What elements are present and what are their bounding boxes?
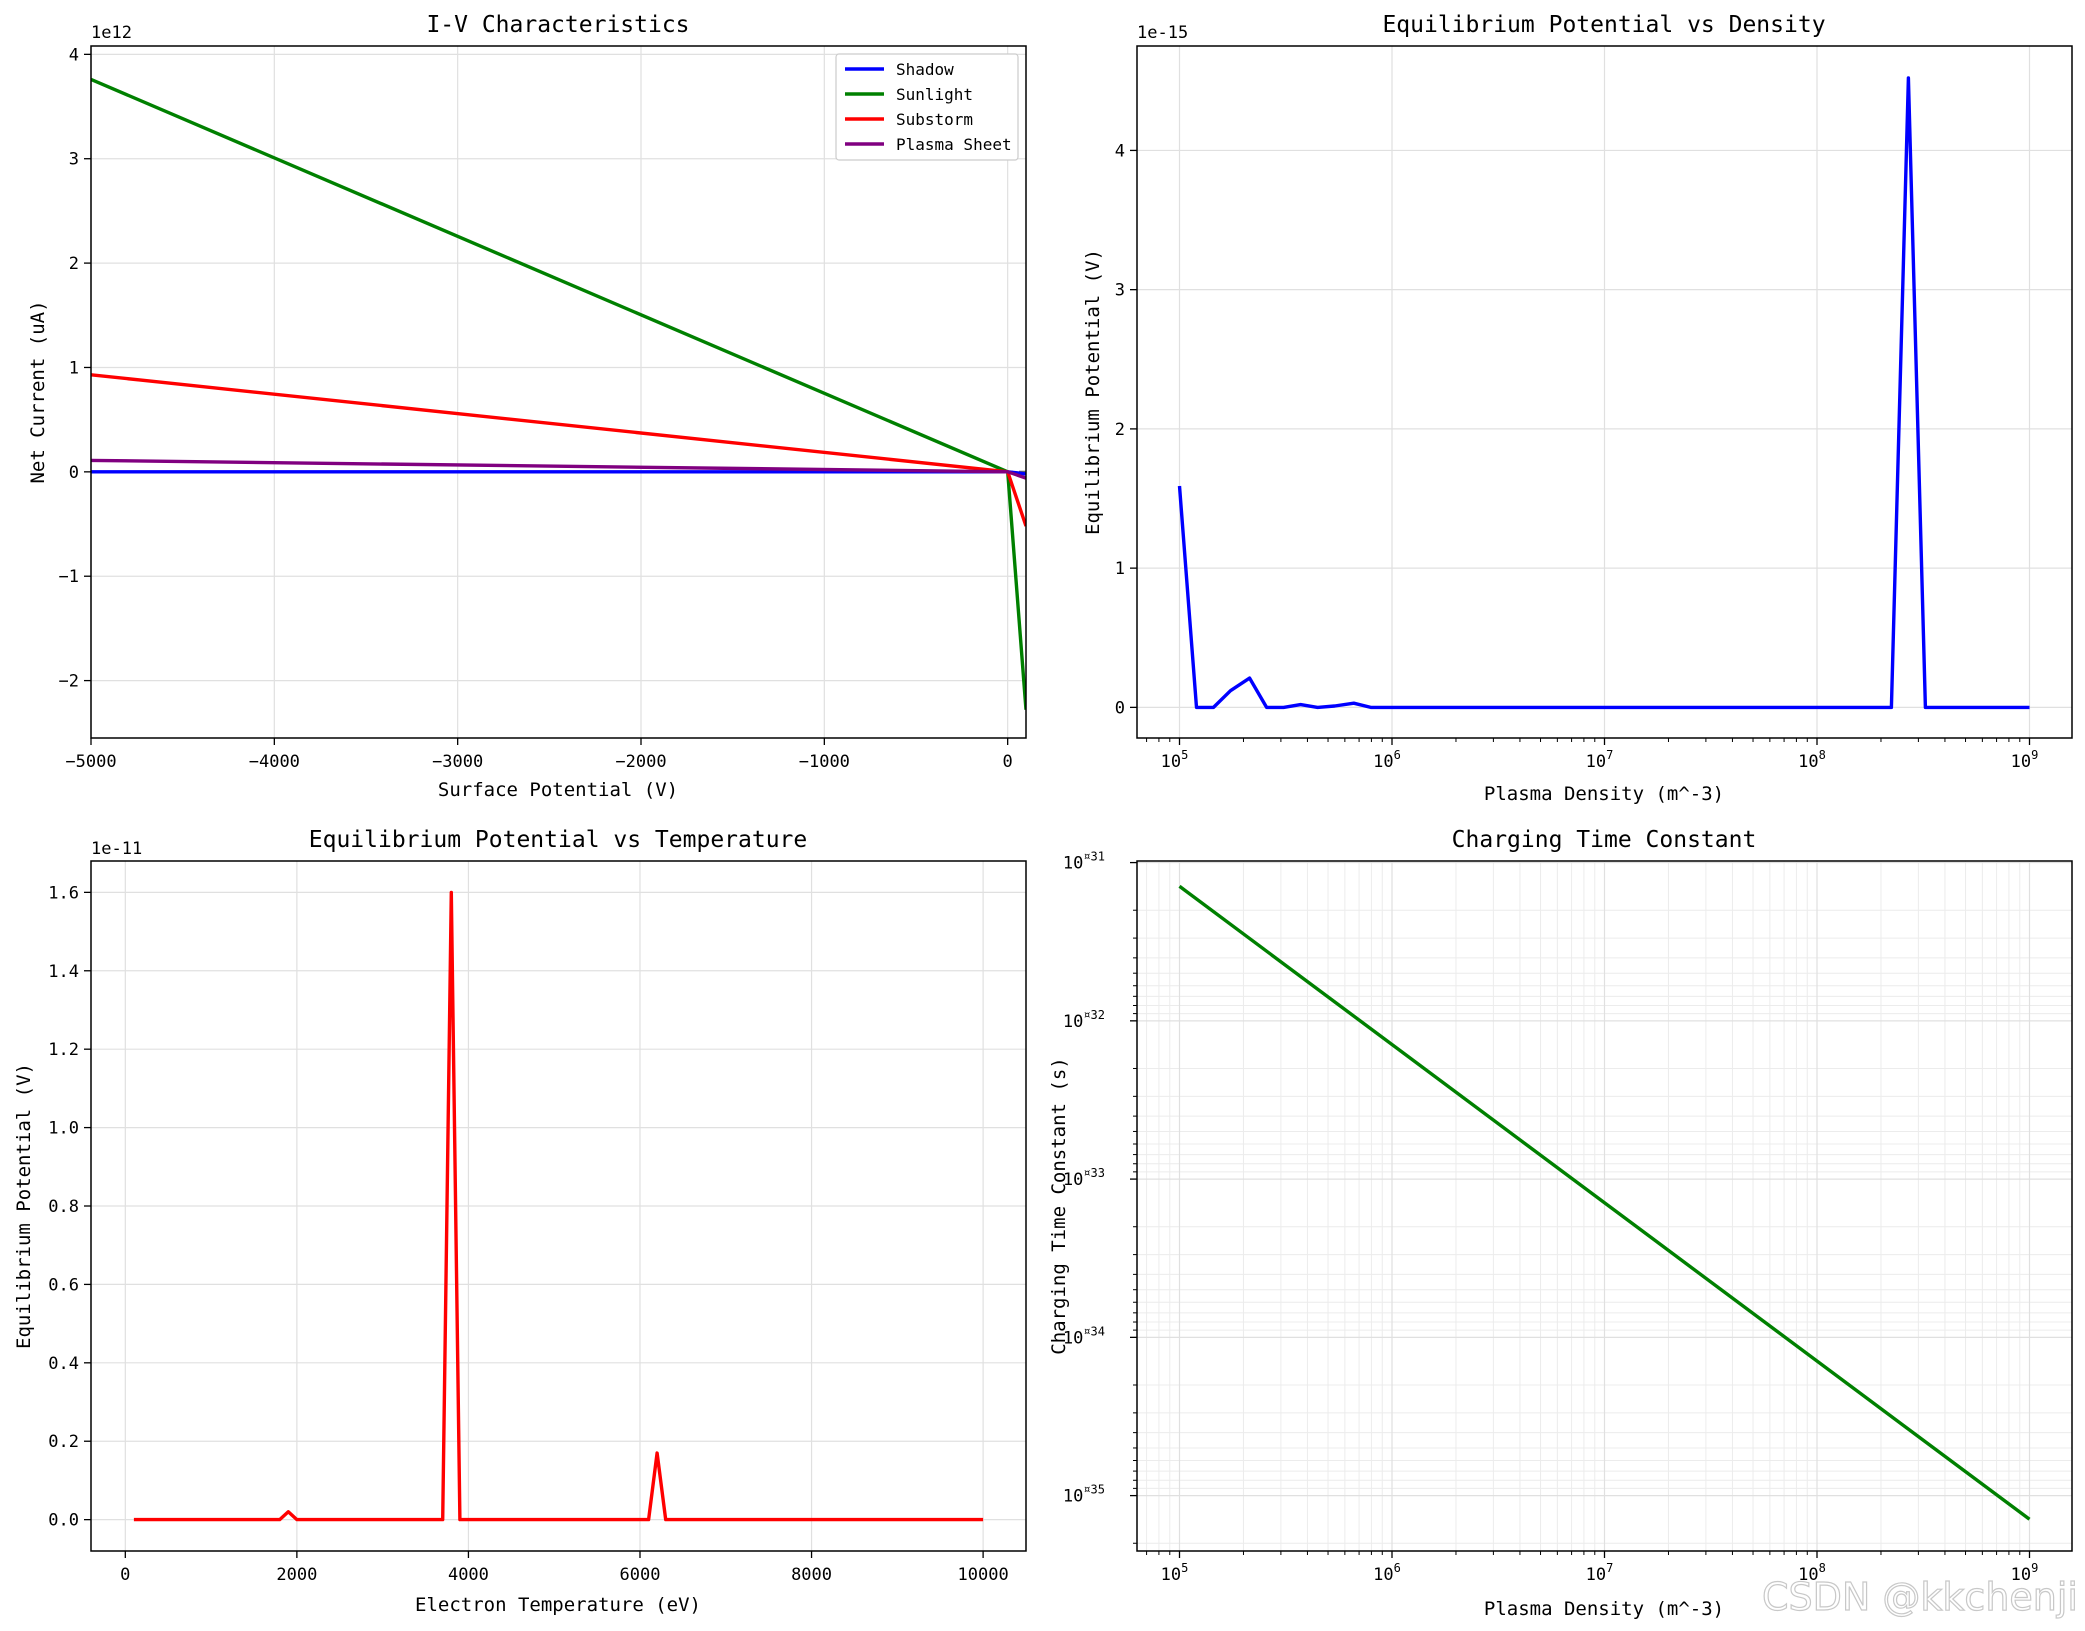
- panel-iv: −5000 −4000 −3000 −2000 −1000 0 −2 −1 0 1 2 3 4 I-V …: [27, 12, 1027, 801]
- y-tick-label: 10¤34: [1063, 1324, 1105, 1348]
- y-tick-label: 10¤32: [1063, 1008, 1105, 1032]
- chart-title: Equilibrium Potential vs Density: [1382, 12, 1825, 38]
- x-tick-label: 106: [1373, 748, 1401, 772]
- series-line-shadow: [91, 470, 1026, 476]
- y-axis-label: Equilibrium Potential (V): [1082, 249, 1104, 535]
- series-line-tau: [1178, 884, 2031, 1521]
- y-axis-label: Equilibrium Potential (V): [13, 1063, 35, 1349]
- x-axis-label: Plasma Density (m^-3): [1484, 1598, 1724, 1620]
- panel-temperature: 0 2000 4000 6000 8000 10000 0.0 0.2 0.4 0.6 0.8 1.0…: [13, 827, 1027, 1616]
- x-tick-label: 0: [1003, 752, 1013, 772]
- series-line-density: [1177, 76, 2030, 710]
- series-line-sunlight: [91, 77, 1026, 710]
- y-tick-label: 3: [1115, 281, 1125, 301]
- x-tick-label: 8000: [791, 1565, 832, 1585]
- chart-title: Equilibrium Potential vs Temperature: [309, 827, 808, 853]
- x-axis-label: Plasma Density (m^-3): [1484, 783, 1724, 805]
- y-tick-label: −2: [59, 672, 79, 692]
- y-tick-label: 0.6: [48, 1275, 79, 1295]
- y-offset-label: 1e-11: [91, 839, 142, 859]
- y-tick-label: 0: [1115, 698, 1125, 718]
- legend-label-shadow: Shadow: [896, 60, 954, 79]
- y-tick-label: 1: [1115, 559, 1125, 579]
- x-axis-label: Electron Temperature (eV): [415, 1594, 701, 1616]
- series-line-plasma-sheet: [91, 458, 1026, 480]
- y-tick-label: 0: [69, 463, 79, 483]
- x-tick-label: −2000: [615, 752, 666, 772]
- y-tick-label: 10¤35: [1063, 1483, 1105, 1507]
- legend: Shadow Sunlight Substorm Plasma Sheet: [835, 53, 1019, 161]
- x-tick-label: −1000: [799, 752, 850, 772]
- y-axis-label: Charging Time Constant (s): [1048, 1057, 1070, 1354]
- plot-frame: [90, 45, 1027, 739]
- x-tick-label: 108: [1798, 1561, 1826, 1585]
- x-tick-label: −3000: [432, 752, 483, 772]
- y-tick-label: 4: [1115, 141, 1125, 161]
- x-tick-label: 106: [1373, 1561, 1401, 1585]
- x-tick-label: 109: [2011, 1561, 2039, 1585]
- y-tick-label: 2: [69, 254, 79, 274]
- y-tick-label: 10¤31: [1063, 850, 1105, 874]
- y-tick-label: 1.6: [48, 883, 79, 903]
- chart-title: Charging Time Constant: [1452, 827, 1757, 853]
- x-tick-label: 0: [120, 1565, 130, 1585]
- y-tick-label: 2: [1115, 420, 1125, 440]
- x-tick-label: 107: [1586, 748, 1614, 772]
- y-axis-label: Net Current (uA): [27, 300, 49, 483]
- x-tick-label: −4000: [249, 752, 300, 772]
- x-axis-label: Surface Potential (V): [438, 779, 678, 801]
- x-tick-label: 6000: [620, 1565, 661, 1585]
- y-tick-label: 3: [69, 150, 79, 170]
- y-tick-label: 1: [69, 358, 79, 378]
- watermark: CSDN @kkchenji: [1762, 1575, 2078, 1619]
- series-line-temperature: [133, 890, 984, 1522]
- x-tick-label: 108: [1798, 748, 1826, 772]
- y-tick-label: 1.2: [48, 1040, 79, 1060]
- legend-label-plasma-sheet: Plasma Sheet: [896, 135, 1012, 154]
- y-tick-label: −1: [59, 567, 79, 587]
- y-tick-label: 10¤33: [1063, 1166, 1105, 1190]
- x-tick-label: 2000: [276, 1565, 317, 1585]
- x-tick-label: 109: [2011, 748, 2039, 772]
- x-tick-label: −5000: [65, 752, 116, 772]
- panel-density: 105 106 107 108 109 0 1 2 3 4 Equilibrium Potenti…: [1082, 12, 2073, 805]
- x-tick-label: 107: [1586, 1561, 1614, 1585]
- panel-time-constant: 105 106 107 108 109 10¤31 10¤32 10¤33 10¤34 10¤35…: [1048, 827, 2073, 1620]
- y-tick-label: 0.8: [48, 1197, 79, 1217]
- legend-box: [835, 53, 1019, 161]
- y-tick-label: 0.2: [48, 1432, 79, 1452]
- x-tick-label: 4000: [448, 1565, 489, 1585]
- chart-title: I-V Characteristics: [426, 12, 689, 38]
- y-tick-label: 4: [69, 45, 79, 65]
- x-tick-label: 105: [1161, 748, 1189, 772]
- series-line-substorm: [91, 373, 1026, 527]
- legend-label-substorm: Substorm: [896, 110, 973, 129]
- y-tick-label: 0.0: [48, 1511, 79, 1531]
- x-tick-label: 10000: [958, 1565, 1009, 1585]
- y-offset-label: 1e-15: [1137, 23, 1188, 43]
- y-tick-label: 1.4: [48, 962, 79, 982]
- legend-label-sunlight: Sunlight: [896, 85, 973, 104]
- y-tick-label: 1.0: [48, 1119, 79, 1139]
- x-tick-label: 105: [1161, 1561, 1189, 1585]
- y-offset-label: 1e12: [91, 23, 132, 43]
- y-tick-label: 0.4: [48, 1354, 79, 1374]
